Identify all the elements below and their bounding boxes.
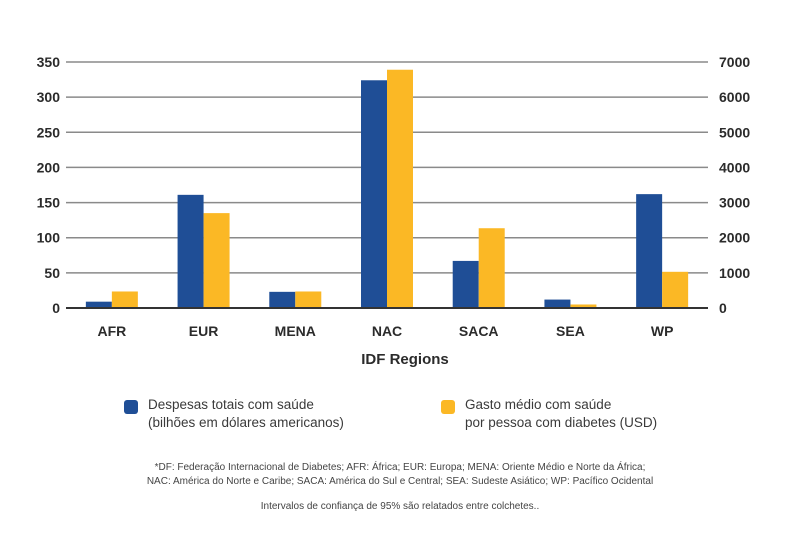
category-label: SEA [556,323,585,339]
bar-total-expenditure-saca [452,260,479,308]
footnote-abbreviations: *DF: Federação Internacional de Diabetes… [0,461,800,489]
right-tick-label: 6000 [719,89,750,105]
category-label: MENA [275,323,316,339]
bar-total-expenditure-nac [361,80,387,308]
bar-average-spending-sea [570,304,597,308]
x-axis-title: IDF Regions [361,351,449,368]
bar-total-expenditure-afr [85,301,112,308]
bar-total-expenditure-sea [544,299,571,308]
footnote-confidence: Intervalos de confiança de 95% são relat… [0,500,800,514]
legend-label: Despesas totais com saúde (bilhões em dó… [148,396,344,432]
left-tick-label: 150 [37,195,61,211]
category-label: EUR [189,323,219,339]
confidence-note: Intervalos de confiança de 95% são relat… [260,501,540,512]
right-tick-label: 2000 [719,230,750,246]
left-tick-label: 200 [37,159,61,175]
left-tick-label: 50 [44,265,60,281]
category-label: WP [651,323,674,339]
right-tick-label: 1000 [719,265,750,281]
left-tick-label: 100 [37,230,61,246]
right-tick-label: 4000 [719,159,750,175]
left-tick-label: 300 [37,89,61,105]
bar-average-spending-afr [111,291,138,308]
footnote-line: NAC: América do Norte e Caribe; SACA: Am… [146,476,654,487]
legend-item-total-expenditure: Despesas totais com saúde (bilhões em dó… [124,396,344,432]
bars [66,69,708,309]
bar-chart: 0 50 100 150 200 250 300 350 0 1000 2000 3000 4000 5… [37,54,751,368]
right-tick-label: 5000 [719,124,750,140]
right-tick-label: 7000 [719,54,750,70]
legend-swatch-blue [124,400,138,414]
left-axis-ticks: 0 50 100 150 200 250 300 350 [37,54,61,316]
bar-average-spending-wp [662,271,689,308]
left-tick-label: 250 [37,124,61,140]
category-label: SACA [459,323,499,339]
legend-item-average-spending: Gasto médio com saúde por pessoa com dia… [441,396,657,432]
legend-label-line: Despesas totais com saúde [148,397,314,412]
category-label: NAC [372,323,402,339]
right-tick-label: 0 [719,300,727,316]
legend-label-line: (bilhões em dólares americanos) [148,415,344,430]
legend-label-line: Gasto médio com saúde [465,397,612,412]
bar-average-spending-saca [478,228,505,308]
bar-total-expenditure-eur [177,194,204,308]
legend-swatch-yellow [441,400,455,414]
bar-average-spending-mena [295,291,322,308]
left-tick-label: 350 [37,54,61,70]
legend-label-line: por pessoa com diabetes (USD) [465,415,658,430]
category-label: AFR [97,323,126,339]
right-axis-ticks: 0 1000 2000 3000 4000 5000 6000 7000 [719,54,750,316]
category-labels: AFR EUR MENA NAC SACA SEA WP [97,323,673,339]
footnote-line: *DF: Federação Internacional de Diabetes… [154,462,646,473]
bar-total-expenditure-mena [269,291,296,308]
bar-total-expenditure-wp [636,194,663,308]
bar-average-spending-nac [387,69,413,308]
legend-label: Gasto médio com saúde por pessoa com dia… [465,396,657,432]
bar-average-spending-eur [203,213,230,308]
left-tick-label: 0 [52,300,60,316]
right-tick-label: 3000 [719,195,750,211]
